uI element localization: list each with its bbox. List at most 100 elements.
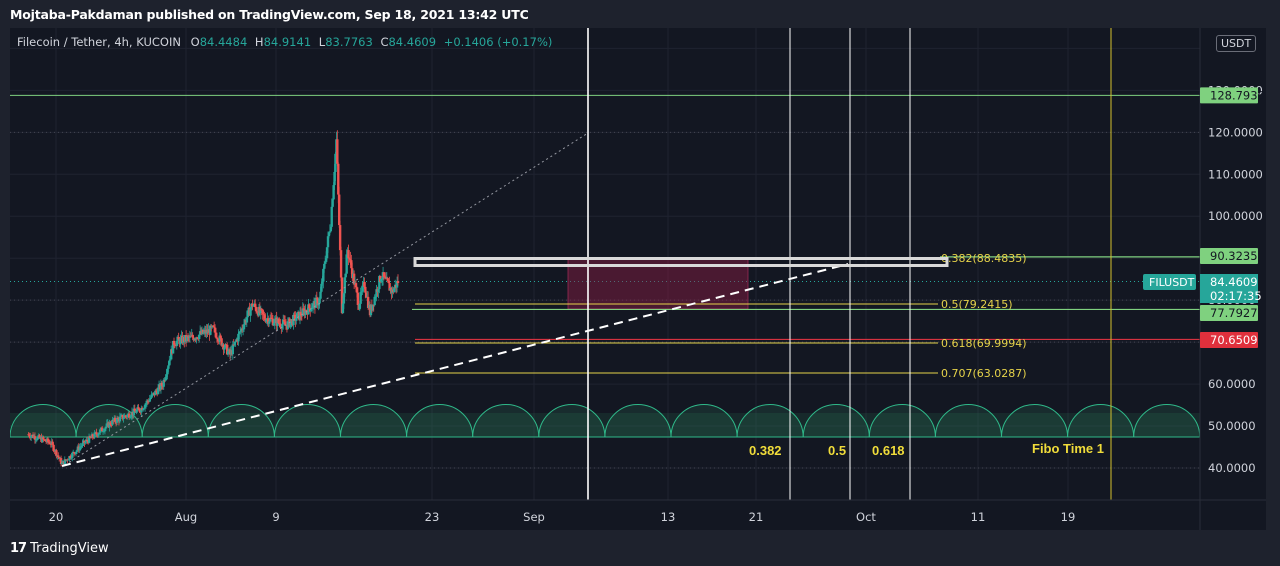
candle-body — [314, 297, 318, 308]
fib-time-arc — [1067, 403, 1135, 438]
candle-body — [279, 323, 282, 327]
candle-body — [51, 441, 54, 445]
candle-body — [320, 283, 323, 292]
time-tick-label: 9 — [272, 510, 279, 524]
candle-body — [265, 319, 268, 322]
candle-body — [164, 377, 167, 381]
candle-body — [124, 415, 127, 417]
candle-body — [102, 431, 106, 433]
fib-time-arc — [75, 403, 143, 438]
candle-body — [128, 417, 132, 419]
candle-body — [364, 286, 367, 293]
fib-time-arcs — [10, 403, 1200, 438]
badge-support-bg — [1200, 305, 1258, 321]
chart-pane[interactable] — [10, 28, 1266, 530]
candle-body — [311, 303, 315, 308]
fib-time-arc — [802, 403, 870, 438]
candle-body — [224, 344, 227, 348]
candle-body — [188, 335, 192, 338]
currency-unit-button[interactable]: USDT — [1216, 35, 1257, 52]
candle-body — [232, 344, 235, 346]
candle-body — [395, 281, 399, 288]
candle-body — [251, 303, 254, 307]
publisher-line: Mojtaba-Pakdaman published on TradingVie… — [10, 7, 529, 22]
candle-body — [116, 418, 120, 419]
candle-body — [301, 308, 304, 316]
candle-body — [377, 289, 380, 292]
candle-body — [360, 291, 363, 293]
candle-body — [307, 304, 310, 315]
candle-body — [347, 250, 350, 259]
candle-body — [375, 289, 378, 297]
candle-body — [378, 275, 381, 290]
fib-time-arc — [1000, 403, 1069, 438]
candle-body — [219, 335, 222, 339]
resistance-highlight-bar — [413, 257, 949, 267]
candle-body — [355, 287, 359, 293]
candle-body — [380, 279, 383, 282]
candle-body — [365, 292, 368, 298]
candle-body — [167, 365, 170, 369]
fib-time-arc — [339, 403, 408, 438]
fib-time-arc — [10, 403, 77, 438]
candle-body — [86, 439, 89, 442]
countdown-badge: 02:17:35 — [1210, 289, 1262, 303]
candle-body — [146, 400, 150, 402]
candle-body — [337, 163, 340, 195]
fib-time-label: 0.382 — [749, 443, 782, 458]
candle-body — [231, 344, 234, 355]
candle-body — [89, 437, 93, 439]
candle-body — [169, 359, 172, 361]
candle-body — [270, 318, 274, 320]
candle-body — [211, 325, 214, 328]
candle-body — [386, 278, 389, 282]
candle-body — [349, 259, 352, 261]
candle-body — [138, 408, 141, 412]
candle-body — [78, 447, 81, 451]
candle-body — [168, 360, 171, 366]
candle-body — [296, 313, 299, 319]
fib-time-label: 0.618 — [872, 443, 905, 458]
candle-body — [128, 413, 131, 418]
candle-body — [58, 457, 61, 459]
tradingview-logo[interactable]: 17 TradingView — [10, 541, 109, 556]
candle-body — [289, 321, 292, 327]
symbol-badge-bg — [1143, 274, 1196, 290]
candle-body — [315, 297, 318, 299]
candle-body — [344, 273, 347, 278]
candle-body — [310, 307, 314, 310]
candle-body — [52, 444, 55, 451]
candle-body — [133, 408, 136, 412]
candle-body — [59, 458, 63, 464]
candle-body — [156, 387, 160, 395]
candle-body — [302, 308, 305, 310]
candle-body — [336, 139, 339, 164]
low-label: L — [318, 35, 326, 49]
candle-body — [240, 328, 243, 332]
symbol-legend[interactable]: Filecoin / Tether, 4h, KUCOIN O84.4484 H… — [17, 35, 552, 49]
candle-body — [162, 379, 165, 387]
candle-body — [254, 303, 257, 308]
candle-body — [295, 318, 298, 321]
candle-body — [105, 423, 108, 427]
candle-body — [198, 334, 201, 340]
candle-body — [150, 394, 153, 398]
candle-body — [369, 305, 373, 316]
candle-body — [316, 298, 319, 306]
candle-body — [237, 333, 240, 342]
candle-body — [212, 326, 216, 328]
badge-upper: 128.7930 — [1210, 88, 1265, 102]
candle-body — [88, 436, 92, 438]
candle-body — [384, 276, 388, 279]
candle-body — [233, 341, 236, 345]
candle-body — [366, 296, 370, 309]
candle-body — [214, 332, 218, 338]
candle-body — [185, 336, 189, 341]
candle-body — [142, 408, 145, 411]
candle-body — [304, 310, 307, 316]
candle-body — [115, 418, 119, 423]
candle-body — [28, 434, 31, 437]
candle-body — [220, 338, 223, 346]
close-label: C — [380, 35, 389, 49]
